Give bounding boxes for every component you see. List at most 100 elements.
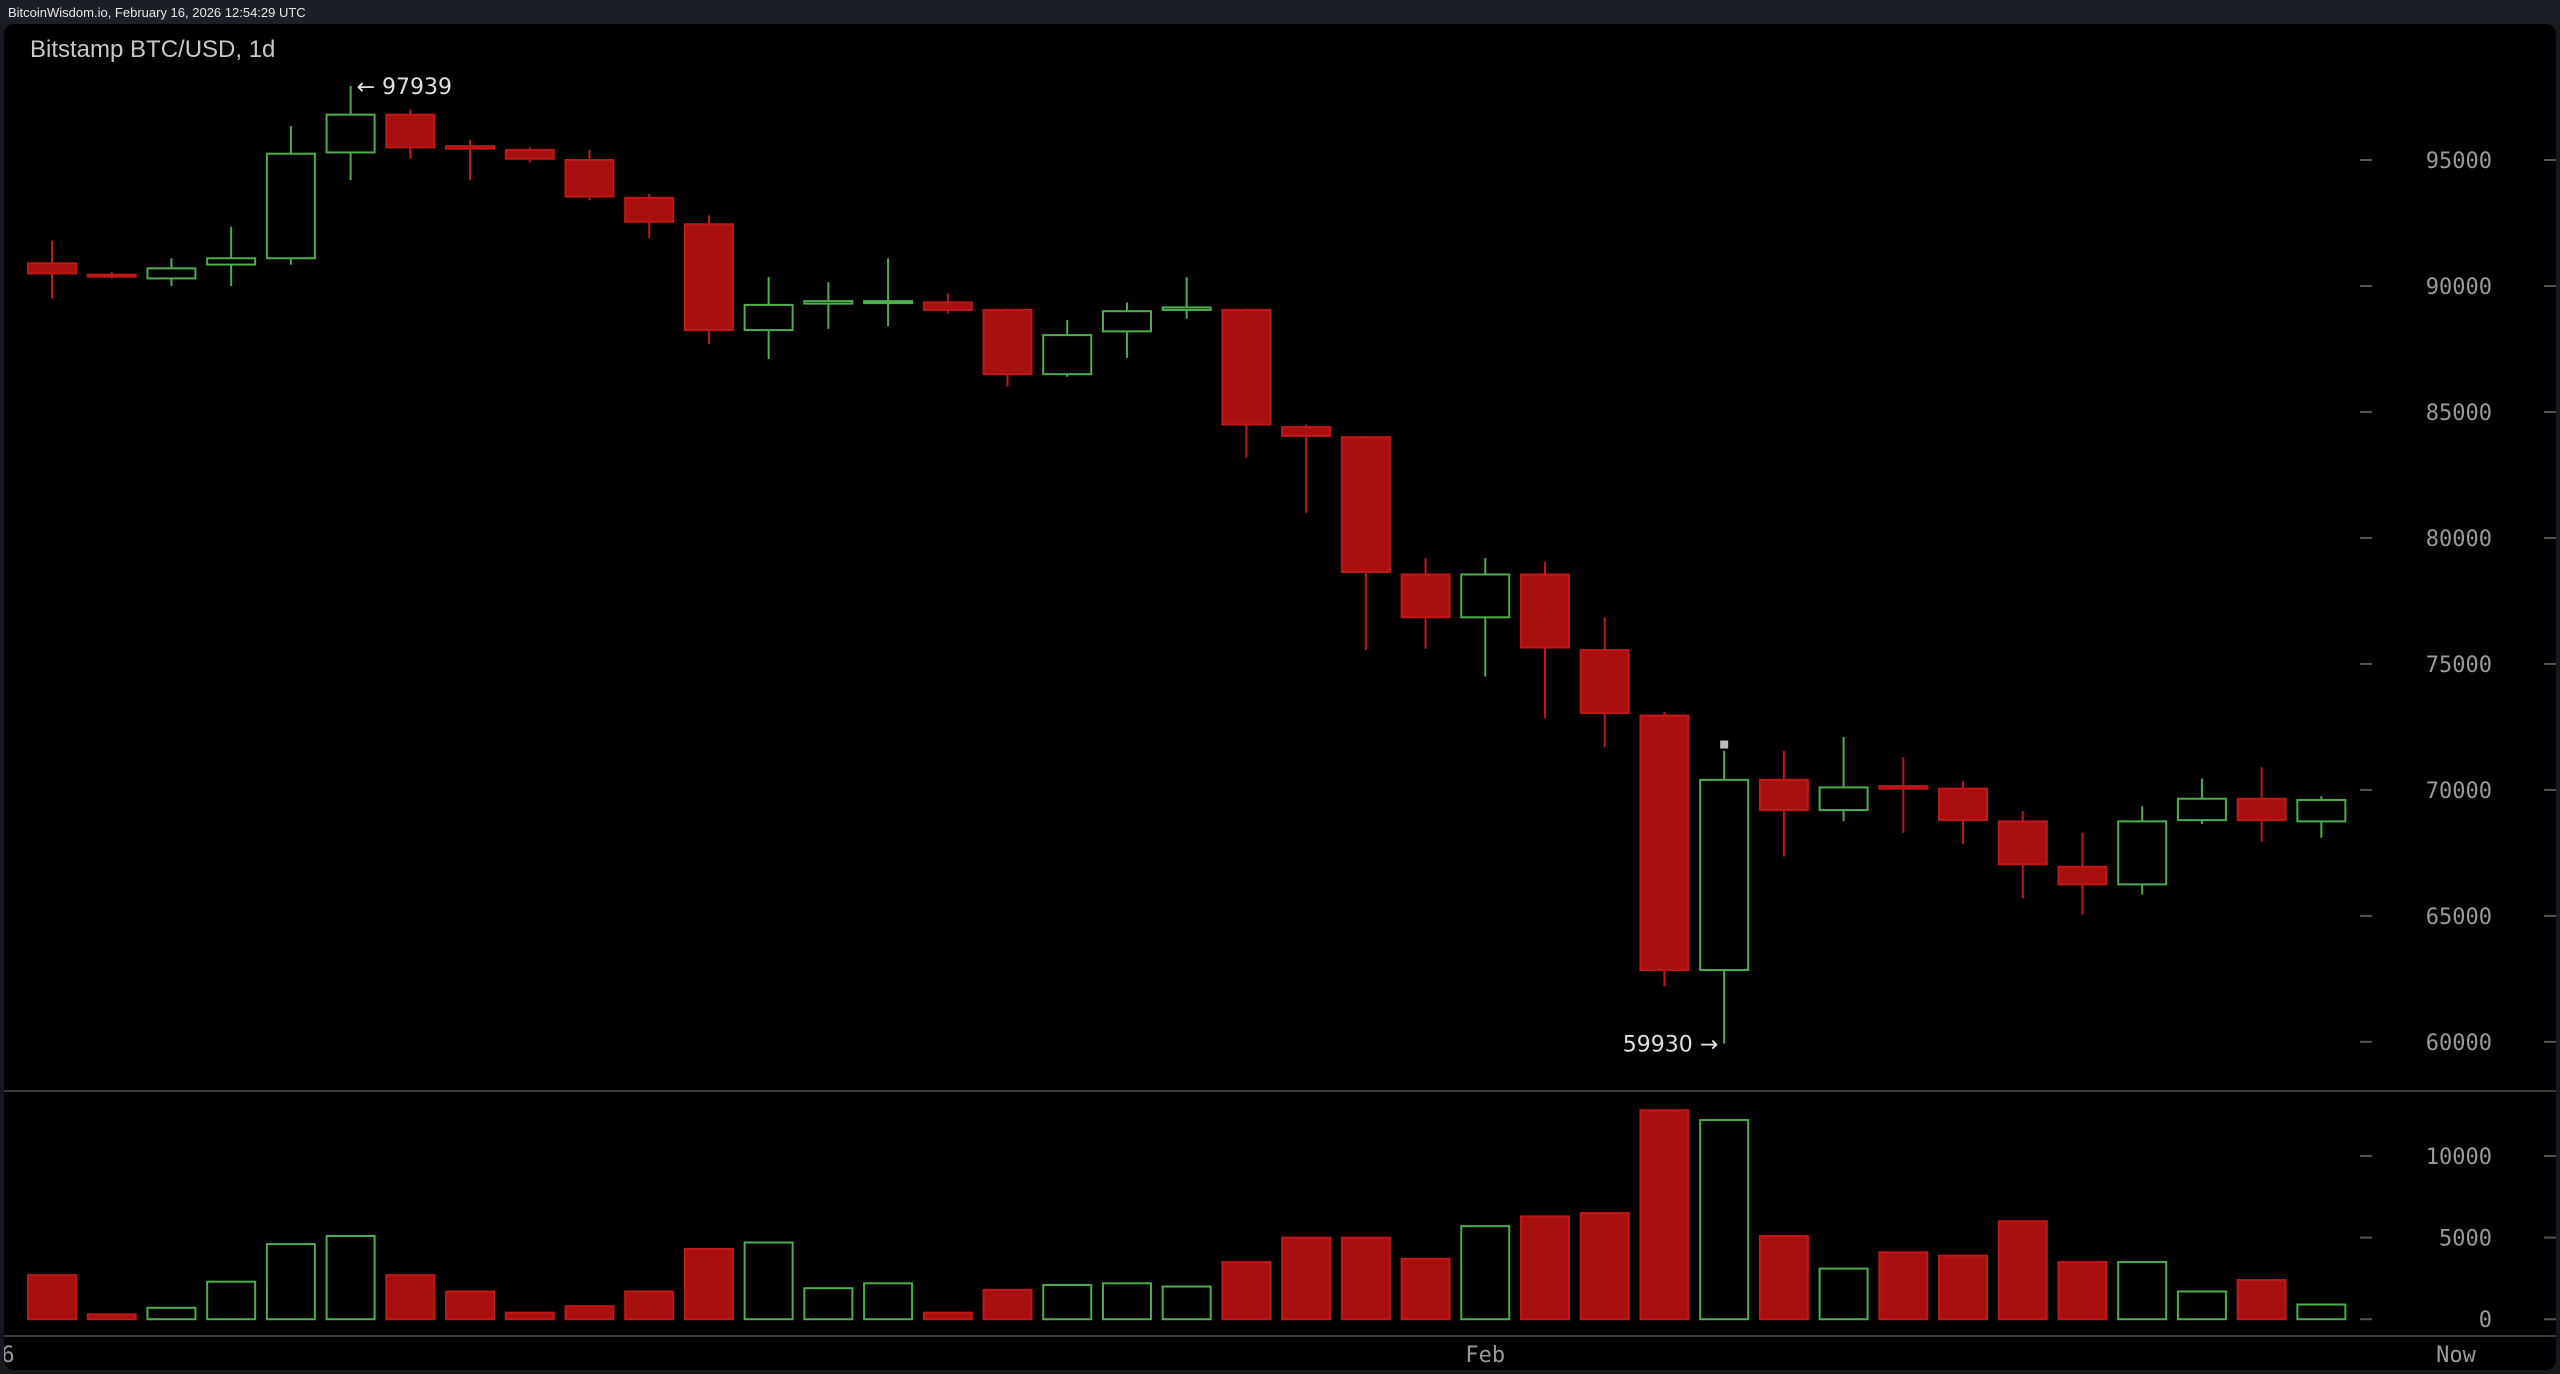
volume-bar [385,1274,436,1321]
candle-down [683,223,734,332]
volume-bar [1579,1212,1630,1321]
candle-down [1400,573,1451,619]
volume-bar [86,1313,137,1321]
volume-bar [1758,1234,1809,1321]
candle-down [1281,426,1332,437]
candle-up [265,152,316,260]
candle-down [564,159,615,198]
candle-up [2176,797,2227,822]
volume-bar [1639,1109,1690,1321]
volume-bar [1101,1282,1152,1321]
volume-bar [504,1311,555,1321]
candle-up [1042,334,1093,376]
candle-up [1161,306,1212,311]
candle-down [2057,865,2108,886]
price-tick-label: 65000 [2426,905,2492,930]
candle-up [2117,820,2168,886]
candle-down [922,301,973,311]
volume-bar [1340,1236,1391,1321]
candle-up [146,267,197,280]
volume-bar [2057,1261,2108,1321]
candle-down [1878,785,1929,790]
candlestick-chart[interactable]: 6000065000700007500080000850009000095000… [4,24,2556,1370]
volume-bar [1520,1215,1570,1321]
volume-tick-label: 5000 [2439,1227,2492,1252]
volume-bar [1997,1220,2048,1321]
candle-down [27,262,77,275]
volume-bar [2176,1290,2227,1321]
volume-bar [564,1305,615,1321]
candle-up [1699,778,1750,972]
volume-bar [2236,1279,2287,1321]
candle-up [206,257,257,266]
axes-lines [4,159,2556,1337]
marker-square [1720,740,1729,749]
chart-panel[interactable]: 60000 65000 70000 75000 80000 85000 90000 95000… [4,24,2556,1370]
candle-down [982,308,1033,376]
candles [27,85,2347,1044]
candle-up [2296,798,2347,823]
candle-down [1758,778,1809,812]
candle-down [385,113,436,149]
volume-bar [1161,1285,1212,1321]
volume-bar [1938,1254,1989,1321]
candle-up [1101,310,1152,333]
volume-tick-label: 0 [2479,1308,2492,1333]
candle-up [325,113,376,154]
volume-bar [982,1288,1033,1321]
low-annotation: 59930 → [1623,1033,1718,1058]
volume-bar [445,1290,496,1321]
candle-down [1520,573,1570,649]
price-tick-label: 90000 [2426,275,2492,300]
time-label: Feb [1465,1343,1505,1368]
candle-up [1818,786,1869,812]
candle-down [1340,436,1391,573]
volume-bar [624,1290,675,1321]
time-label: Now [2436,1343,2476,1368]
volume-bar [743,1241,794,1321]
volume-bar [265,1243,316,1321]
candle-down [2236,797,2287,822]
volume-bars [27,1109,2347,1321]
candle-up [803,300,854,305]
candle-down [1997,820,2048,866]
volume-bar [146,1306,197,1321]
volume-bar [1400,1257,1451,1321]
candle-down [1579,649,1630,715]
volume-bar [1281,1236,1332,1321]
candle-down [1221,308,1272,426]
time-label: 6 [4,1343,15,1368]
volume-bar [1699,1119,1750,1321]
volume-bar [803,1287,854,1321]
price-tick-label: 75000 [2426,653,2492,678]
candle-down [1938,787,1989,822]
volume-bar [922,1311,973,1321]
candle-up [743,303,794,332]
price-tick-label: 85000 [2426,401,2492,426]
volume-bar [2117,1261,2168,1321]
candle-down [624,196,675,223]
volume-tick-label: 10000 [2426,1145,2492,1170]
candle-up [1460,573,1511,619]
price-tick-label: 80000 [2426,527,2492,552]
volume-bar [1818,1267,1869,1321]
volume-bar [325,1234,376,1321]
candle-down [504,148,555,160]
axis-labels: 6000065000700007500080000850009000095000… [4,75,2492,1368]
volume-bar [1042,1283,1093,1321]
volume-bar [2296,1303,2347,1321]
header-timestamp: BitcoinWisdom.io, February 16, 2026 12:5… [0,0,2560,24]
price-tick-label: 70000 [2426,779,2492,804]
price-tick-label: 60000 [2426,1031,2492,1056]
volume-bar [863,1282,914,1321]
candle-down [86,273,137,278]
volume-bar [1221,1261,1272,1321]
volume-bar [1878,1251,1929,1321]
chart-title: Bitstamp BTC/USD, 1d [30,36,276,63]
volume-bar [683,1248,734,1321]
volume-bar [1460,1225,1511,1321]
high-annotation: ← 97939 [357,75,452,100]
price-tick-label: 95000 [2426,149,2492,174]
candle-down [445,145,496,150]
volume-bar [206,1280,257,1321]
